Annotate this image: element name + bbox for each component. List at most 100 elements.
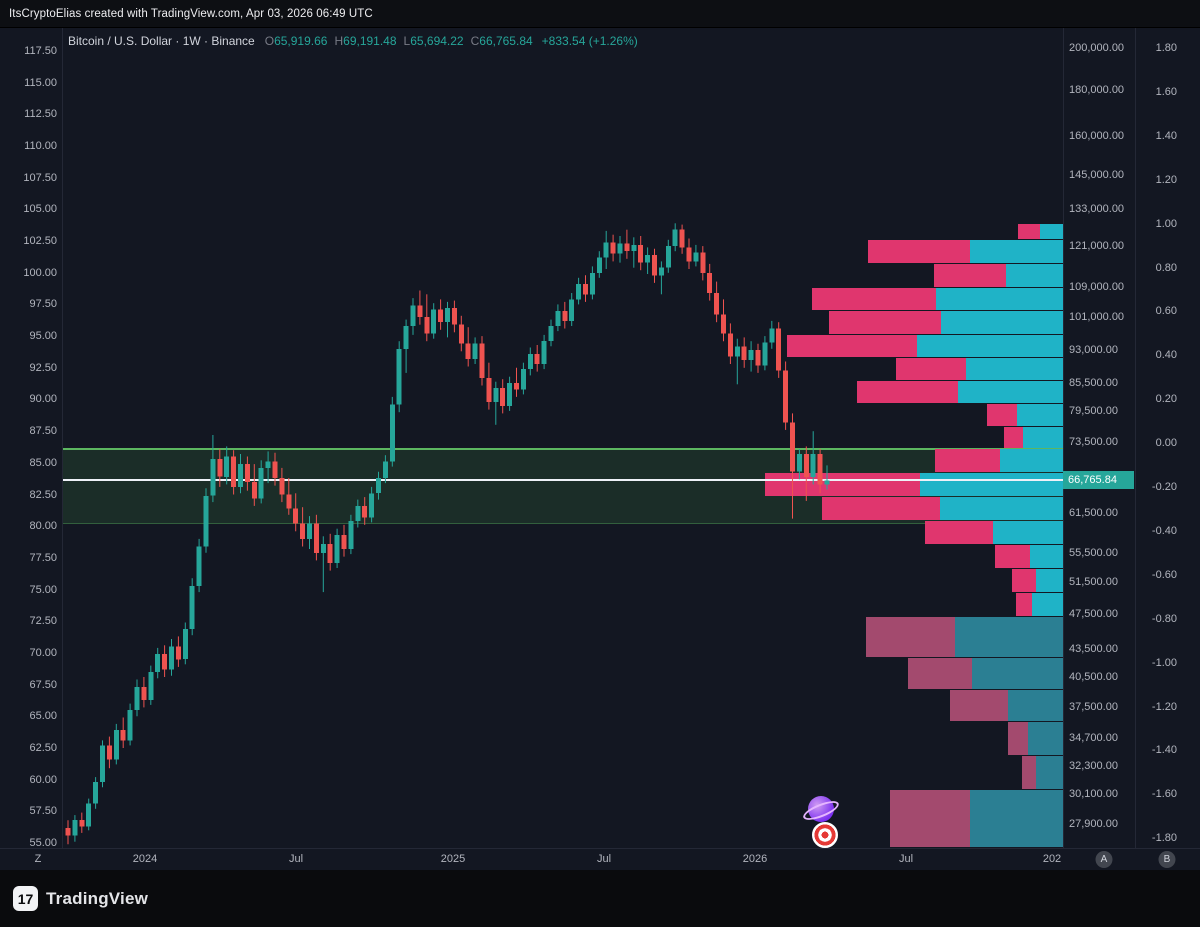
candle-body: [686, 247, 692, 262]
time-scale[interactable]: Z 2024 Jul 2025 Jul 2026 Jul 202 A B: [0, 849, 1200, 870]
profile-buy-bar: [1028, 722, 1063, 755]
left-price-tick: 65.00: [29, 710, 57, 723]
candle-body: [93, 782, 99, 804]
target-sticker-icon[interactable]: [812, 822, 838, 848]
profile-buy-bar: [955, 617, 1063, 657]
profile-sell-bar: [1012, 569, 1036, 592]
volume-profile-study: [0, 28, 1200, 848]
candle-body: [776, 328, 782, 371]
planet-sticker-icon[interactable]: [808, 796, 834, 822]
left-price-tick: 110.00: [24, 140, 57, 153]
time-tick: Jul: [898, 853, 914, 865]
candle-body: [810, 454, 816, 477]
indicator-tick: -0.80: [1151, 612, 1177, 625]
profile-sell-bar: [1018, 224, 1040, 239]
indicator-tick: -1.40: [1151, 744, 1177, 757]
candle-body: [251, 481, 257, 499]
time-tick: 2026: [742, 853, 768, 865]
symbol-legend[interactable]: Bitcoin / U.S. Dollar · 1W · Binance O65,…: [68, 34, 638, 48]
time-tick: Jul: [596, 853, 612, 865]
candle-body: [514, 383, 519, 390]
chart-widget[interactable]: Bitcoin / U.S. Dollar · 1W · Binance O65,…: [0, 28, 1200, 870]
right-price-tick: 47,500.00: [1069, 608, 1118, 621]
candle-body: [783, 370, 789, 423]
time-axis-border: [0, 848, 1200, 849]
profile-buy-bar: [1032, 593, 1063, 616]
candle-body: [762, 342, 768, 366]
left-price-tick: 62.50: [29, 741, 57, 754]
left-price-tick: 97.50: [29, 298, 57, 311]
candle-body: [182, 628, 188, 660]
indicator-tick: 0.20: [1155, 393, 1177, 406]
profile-buy-bar: [970, 240, 1063, 263]
candle-body: [189, 585, 195, 629]
candle-body: [106, 745, 112, 760]
candle-body: [589, 272, 595, 295]
candle-body: [652, 255, 657, 276]
left-price-tick: 117.50: [24, 45, 57, 57]
profile-buy-bar: [966, 358, 1063, 380]
candle-body: [541, 341, 547, 364]
indicator-scale[interactable]: 1.80 1.60 1.40 1.20 1.00 0.80 0.60 0.40 0.20 0.00…: [1135, 28, 1200, 848]
candle-body: [741, 346, 747, 361]
left-price-tick: 112.50: [24, 108, 57, 121]
right-price-tick: 85,500.00: [1069, 376, 1118, 389]
candle-body: [231, 456, 237, 487]
profile-buy-bar: [1036, 569, 1063, 592]
candle-body: [169, 646, 174, 670]
left-price-tick: 90.00: [29, 393, 57, 406]
candle-body: [224, 456, 230, 477]
candlestick-series[interactable]: [63, 28, 1063, 848]
candle-body: [175, 646, 181, 660]
scale-badge-b[interactable]: B: [1158, 851, 1176, 868]
profile-buy-bar: [1030, 545, 1063, 568]
profile-sell-bar: [1016, 593, 1032, 616]
candle-body: [355, 505, 361, 522]
ohlc-pair: L65,694.22: [404, 34, 464, 48]
candle-body: [824, 480, 830, 485]
candle-body: [293, 508, 299, 524]
indicator-tick: 0.80: [1155, 261, 1177, 274]
profile-sell-bar: [866, 617, 955, 657]
profile-sell-bar: [1004, 427, 1023, 448]
profile-buy-bar: [920, 473, 1063, 496]
profile-sell-bar: [812, 288, 936, 310]
right-price-scale[interactable]: 66,765.84 200,000.00 180,000.00 160,000.00…: [1063, 28, 1135, 848]
profile-sell-bar: [868, 240, 970, 263]
indicator-tick: 1.20: [1155, 173, 1177, 186]
tradingview-logo[interactable]: 17 TradingView: [13, 886, 148, 911]
candle-body: [610, 242, 616, 254]
candle-body: [769, 328, 775, 343]
candle-body: [645, 255, 651, 263]
candle-body: [196, 546, 202, 586]
tradingview-mark-icon: 17: [13, 886, 38, 911]
candle-body: [672, 229, 678, 247]
candle-body: [210, 459, 216, 496]
candle-body: [534, 353, 540, 364]
candle-body: [272, 461, 278, 479]
candle-body: [313, 523, 319, 553]
profile-sell-bar: [925, 521, 993, 544]
left-price-scale[interactable]: 117.50 115.00 112.50 110.00 107.50 105.00 102.…: [0, 28, 63, 849]
candle-body: [300, 523, 306, 539]
profile-buy-bar: [958, 381, 1063, 403]
indicator-tick: -1.00: [1151, 656, 1177, 669]
candle-body: [727, 333, 733, 357]
ohlc-pair: H69,191.48: [334, 34, 396, 48]
indicator-tick: -1.20: [1151, 700, 1177, 713]
left-axis-border: [62, 28, 63, 848]
profile-sell-bar: [950, 690, 1008, 721]
candle-body: [148, 671, 154, 700]
candle-body: [120, 730, 126, 741]
scale-badge-a[interactable]: A: [1095, 851, 1113, 868]
left-price-tick: 75.00: [29, 583, 57, 596]
right-price-tick: 93,000.00: [1069, 343, 1118, 356]
right-price-tick: 200,000.00: [1069, 42, 1125, 55]
time-tick: 2025: [440, 853, 466, 865]
right-price-tick: 37,500.00: [1069, 701, 1118, 714]
candle-body: [141, 687, 147, 700]
candle-body: [438, 309, 444, 323]
candle-body: [638, 244, 644, 263]
candle-body: [748, 350, 754, 361]
left-price-tick: 95.00: [29, 330, 57, 343]
